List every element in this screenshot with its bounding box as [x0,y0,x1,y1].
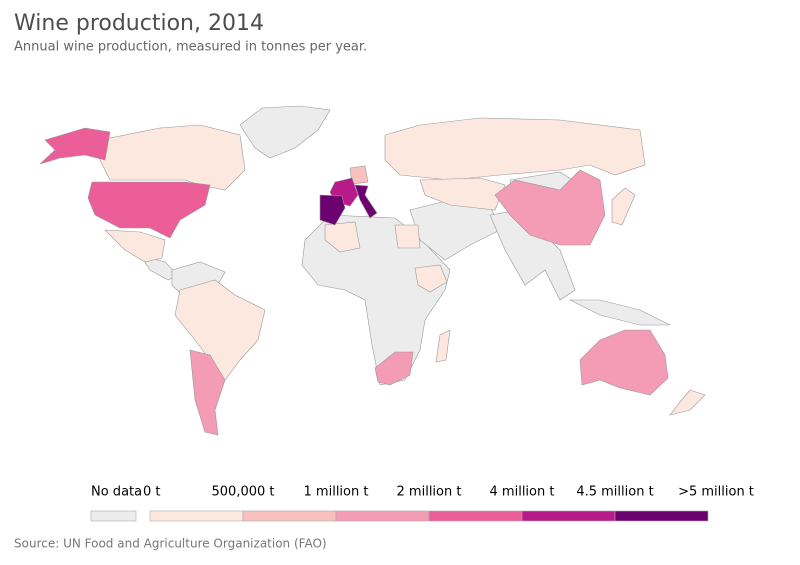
legend-label: 0 t [143,485,161,500]
china [494,169,606,246]
legend-swatch [335,510,430,522]
subtitle: Annual wine production, measured in tonn… [14,40,367,55]
canada [99,124,246,191]
mexico [104,229,166,263]
australia [579,329,669,396]
legend-swatch [521,510,616,522]
russia [384,117,646,181]
title: Wine production, 2014 [14,11,264,36]
central-asia [419,177,506,211]
spain [319,194,346,226]
alaska [39,127,111,165]
legend-label: >5 million t [678,485,754,500]
south-america [174,279,266,381]
legend-label: No data [91,485,142,500]
egypt [394,224,421,249]
legend-swatch [242,510,337,522]
legend-swatch [428,510,523,522]
madagascar [435,329,451,363]
legend-label: 500,000 t [212,485,275,500]
italy [354,184,378,219]
south-africa [374,351,414,386]
ethiopia [414,264,448,293]
greenland [239,105,331,159]
legend: No data 0 t 500,000 t 1 million t 2 million… [90,485,754,522]
legend-swatch [614,510,709,522]
no-data-swatch [90,510,137,522]
chile-argentina [189,349,226,436]
united-states [87,181,211,239]
source: Source: UN Food and Agriculture Organiza… [14,537,327,551]
new-zealand [669,389,706,416]
legend-label: 1 million t [304,485,369,500]
algeria [324,221,361,253]
world-map [39,105,706,436]
japan [611,187,636,226]
indonesia [569,299,671,326]
legend-swatch [149,510,244,522]
legend-label: 4 million t [490,485,555,500]
legend-label: 4.5 million t [576,485,653,500]
legend-label: 2 million t [397,485,462,500]
